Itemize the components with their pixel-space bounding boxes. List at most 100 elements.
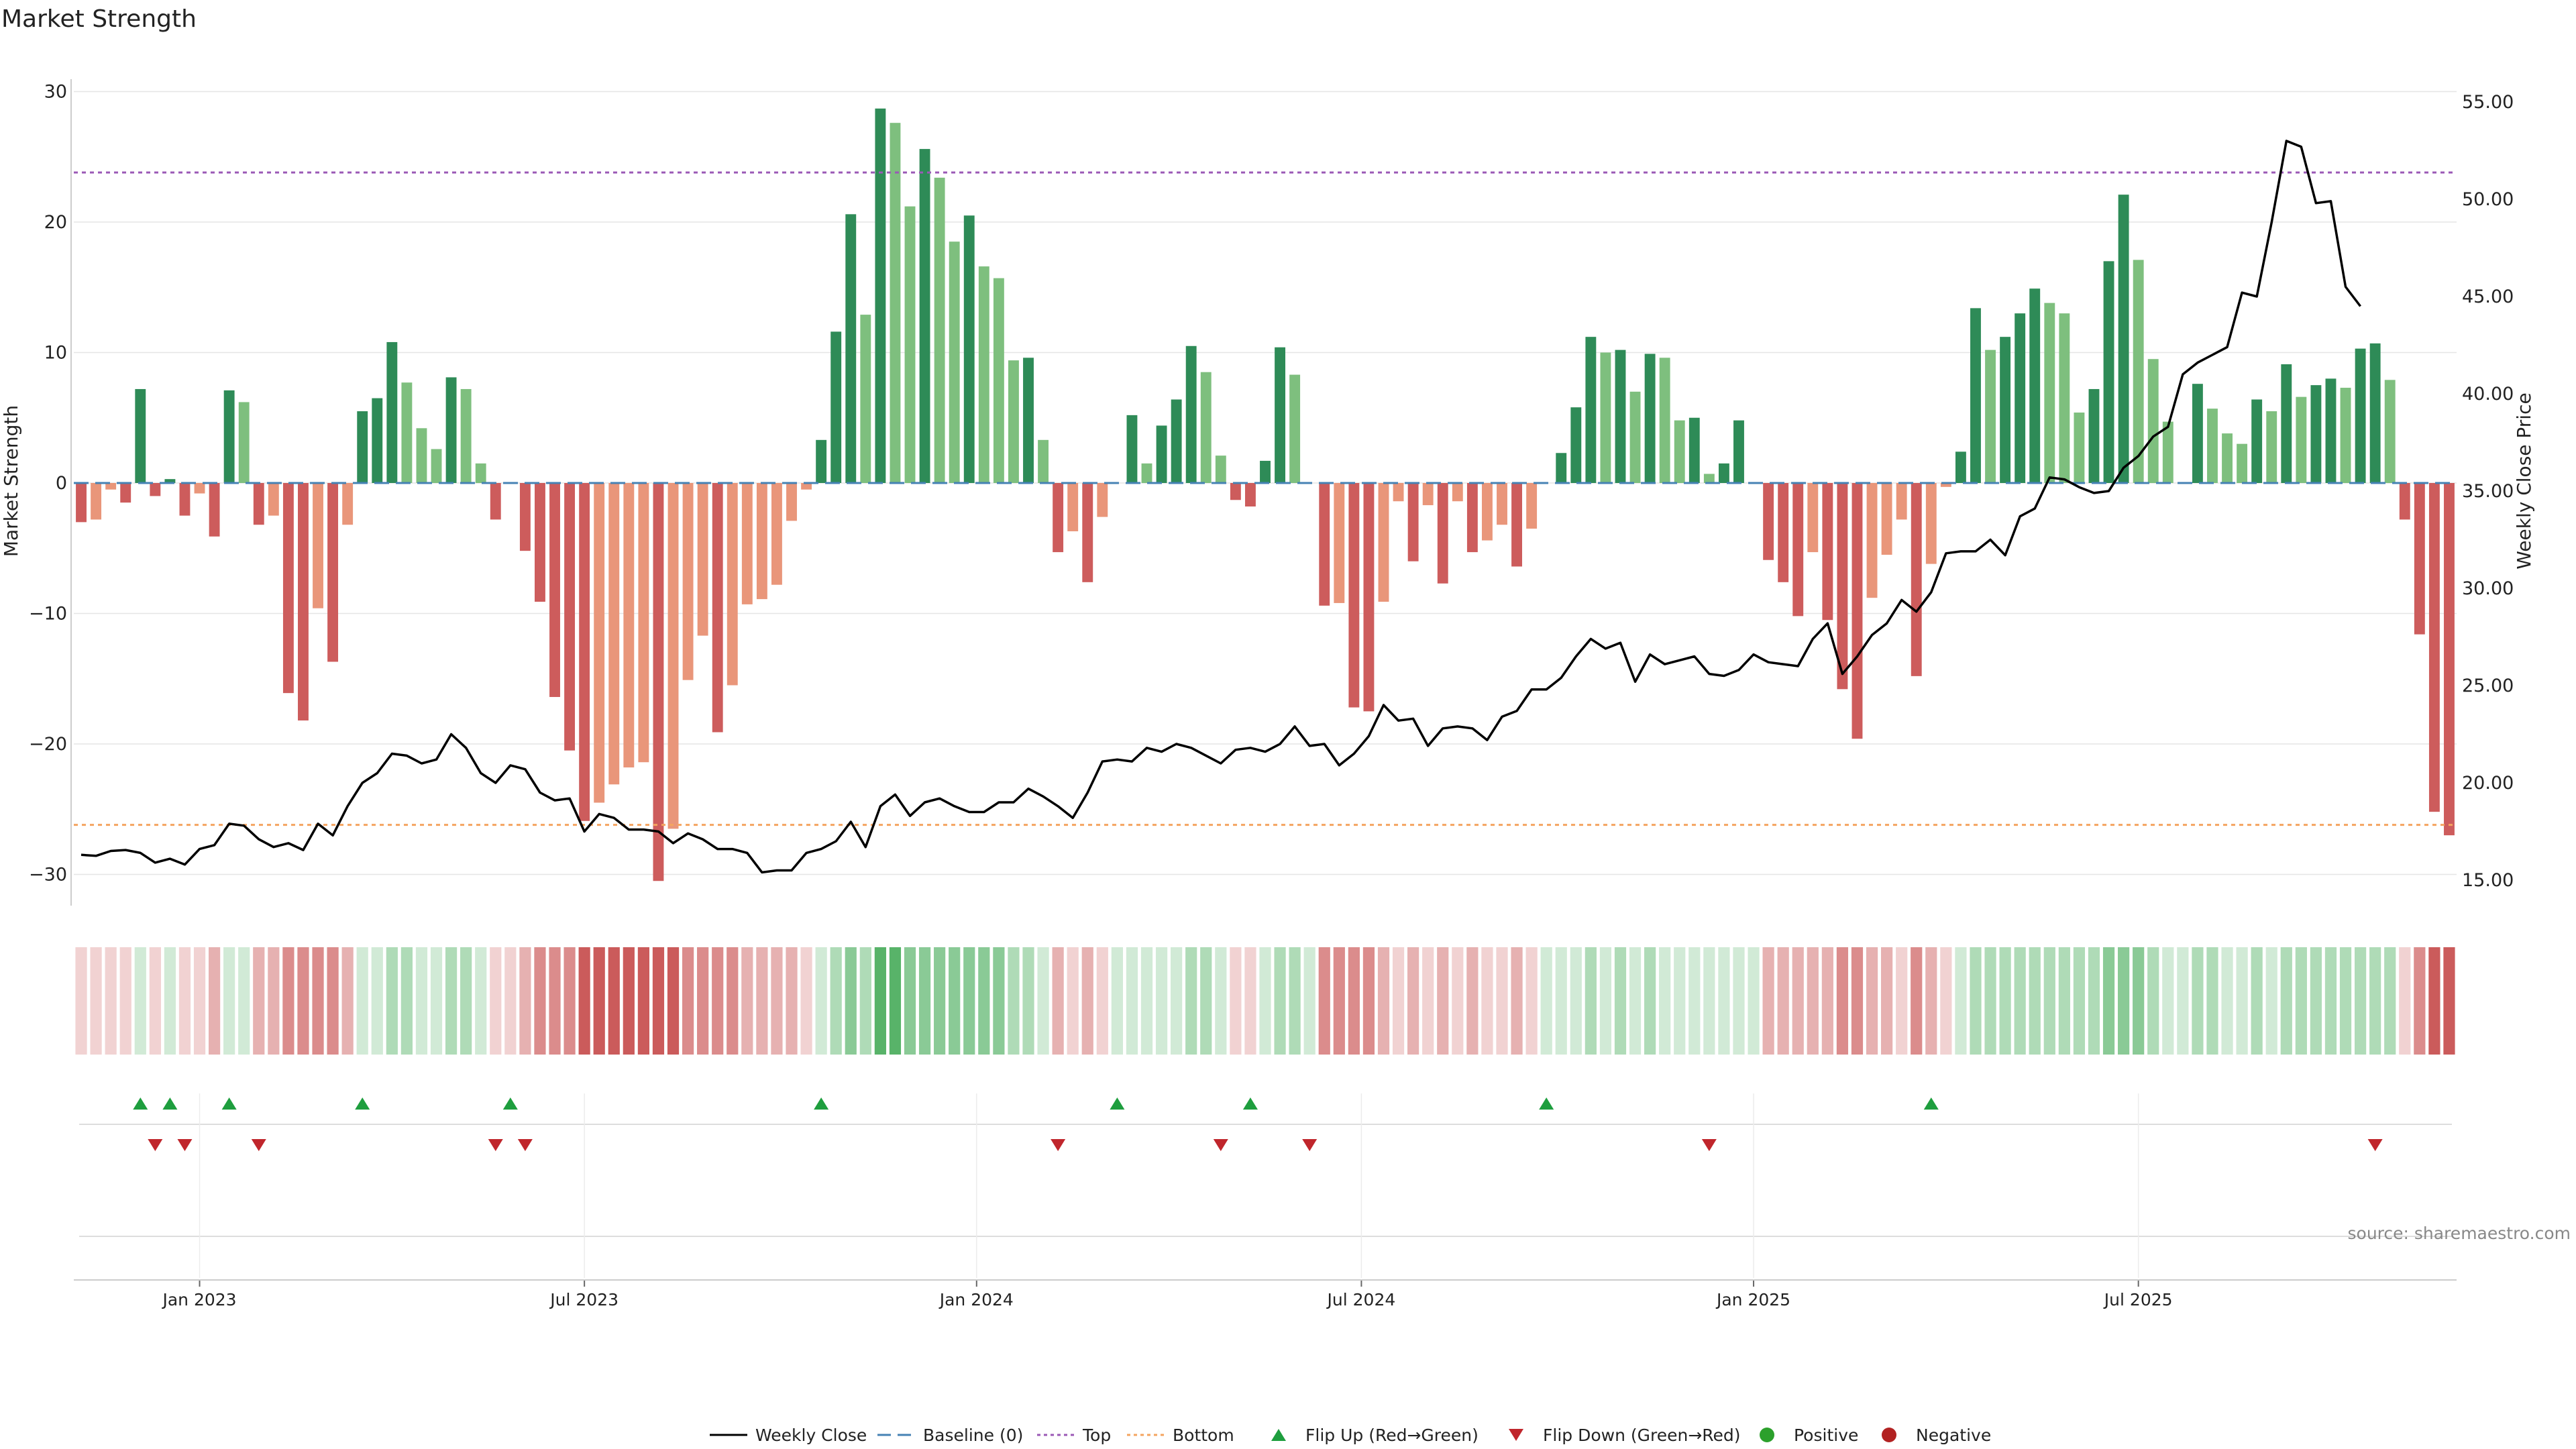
shading-cell: [800, 947, 812, 1055]
chart-title: Market Strength: [1, 5, 197, 33]
shading-cell: [327, 947, 339, 1055]
strength-bar: [682, 483, 694, 680]
shading-cell: [90, 947, 102, 1055]
shading-cell: [312, 947, 324, 1055]
strength-bar: [1053, 483, 1064, 553]
shading-cell: [889, 947, 902, 1055]
strength-bar: [1289, 374, 1301, 483]
strength-bar: [993, 278, 1004, 483]
shading-cell: [519, 947, 531, 1055]
strength-bar: [1585, 337, 1597, 483]
strength-bar: [1497, 483, 1507, 525]
shading-cell: [2221, 947, 2233, 1055]
shading-cell: [1762, 947, 1774, 1055]
strength-bar: [1600, 352, 1611, 483]
x-tick-label: Jul 2024: [1326, 1290, 1396, 1309]
strength-bar: [91, 483, 102, 520]
strength-bar: [1837, 483, 1848, 690]
y2-tick-label: 50.00: [2462, 189, 2514, 210]
shading-cell: [460, 947, 472, 1055]
y2-tick-label: 20.00: [2462, 773, 2514, 794]
shading-cell: [1244, 947, 1256, 1055]
shading-cell: [534, 947, 546, 1055]
y-tick-label: −10: [29, 604, 67, 625]
strength-bar: [164, 479, 176, 483]
shading-cell: [1585, 947, 1597, 1055]
shading-cell: [608, 947, 620, 1055]
strength-bar: [1407, 483, 1419, 561]
x-tick-label: Jan 2025: [1715, 1290, 1790, 1309]
strength-bar: [298, 483, 309, 720]
flip-down-marker: [517, 1139, 533, 1151]
strength-bar: [1866, 483, 1878, 598]
strength-bar: [845, 214, 857, 483]
flip-up-marker: [133, 1097, 148, 1110]
strength-bar: [1659, 358, 1670, 483]
strength-bar: [416, 428, 427, 483]
flip-up-marker: [221, 1097, 237, 1110]
strength-bar: [2074, 412, 2085, 483]
y2-tick-label: 30.00: [2462, 578, 2514, 599]
shading-cell: [1318, 947, 1330, 1055]
shading-cell: [1896, 947, 1908, 1055]
strength-bar: [150, 483, 161, 496]
strength-bar: [1807, 483, 1819, 553]
shading-cell: [2265, 947, 2277, 1055]
shading-cell: [1303, 947, 1316, 1055]
strength-bar: [1466, 483, 1478, 553]
shading-cell: [1230, 947, 1242, 1055]
legend-label: Flip Down (Green→Red): [1543, 1426, 1741, 1445]
strength-bar: [1334, 483, 1345, 603]
shading-cell: [2354, 947, 2367, 1055]
flip-down-marker: [177, 1139, 193, 1151]
strength-bar: [2251, 399, 2263, 483]
shading-cell: [2428, 947, 2440, 1055]
flip-down-marker: [1701, 1139, 1717, 1151]
strength-bar: [2369, 343, 2381, 483]
shading-cell: [1866, 947, 1878, 1055]
shading-cell: [2043, 947, 2055, 1055]
shading-cell: [2324, 947, 2337, 1055]
strength-bar: [223, 390, 235, 483]
shading-cell: [1511, 947, 1523, 1055]
strength-bar: [1570, 407, 1582, 483]
strength-bar: [1911, 483, 1922, 676]
flip-down-marker: [251, 1139, 266, 1151]
strength-bar: [1141, 463, 1152, 483]
strength-bars: [76, 108, 2455, 881]
shading-cell: [949, 947, 961, 1055]
shading-cell: [178, 947, 191, 1055]
flip-down-marker: [1213, 1139, 1228, 1151]
legend-label: Bottom: [1173, 1426, 1234, 1445]
strength-bar: [1082, 483, 1093, 582]
legend-label: Negative: [1916, 1426, 1991, 1445]
shading-cell: [918, 947, 931, 1055]
shading-cell: [771, 947, 783, 1055]
shading-cell: [1970, 947, 1982, 1055]
strength-bar: [1437, 483, 1448, 584]
shading-cell: [2399, 947, 2411, 1055]
axes: 30 20 10 0 −10 −20 −30 55.00 50.00 45.00 40.00 35.0…: [29, 79, 2514, 906]
shading-cell: [623, 947, 635, 1055]
strength-bar: [2000, 337, 2011, 483]
flip-down-marker: [148, 1139, 163, 1151]
strength-bar: [1896, 483, 1907, 520]
strength-bar: [594, 483, 605, 803]
flip-up-marker: [502, 1097, 518, 1110]
strength-bar: [1511, 483, 1522, 567]
strength-bar: [2088, 388, 2100, 483]
shading-cell: [1022, 947, 1034, 1055]
shading-cell: [1392, 947, 1405, 1055]
x-tick-label: Jan 2023: [161, 1290, 236, 1309]
strength-bar: [1925, 483, 1937, 564]
shading-cell: [1911, 947, 1923, 1055]
strength-bar: [978, 266, 989, 483]
shading-cell: [430, 947, 443, 1055]
y2-tick-label: 15.00: [2462, 870, 2514, 891]
shading-cell: [727, 947, 739, 1055]
strength-bar: [105, 483, 117, 490]
shading-cell: [445, 947, 458, 1055]
shading-cell: [2414, 947, 2426, 1055]
shading-cell: [1570, 947, 1582, 1055]
shading-cell: [2073, 947, 2086, 1055]
